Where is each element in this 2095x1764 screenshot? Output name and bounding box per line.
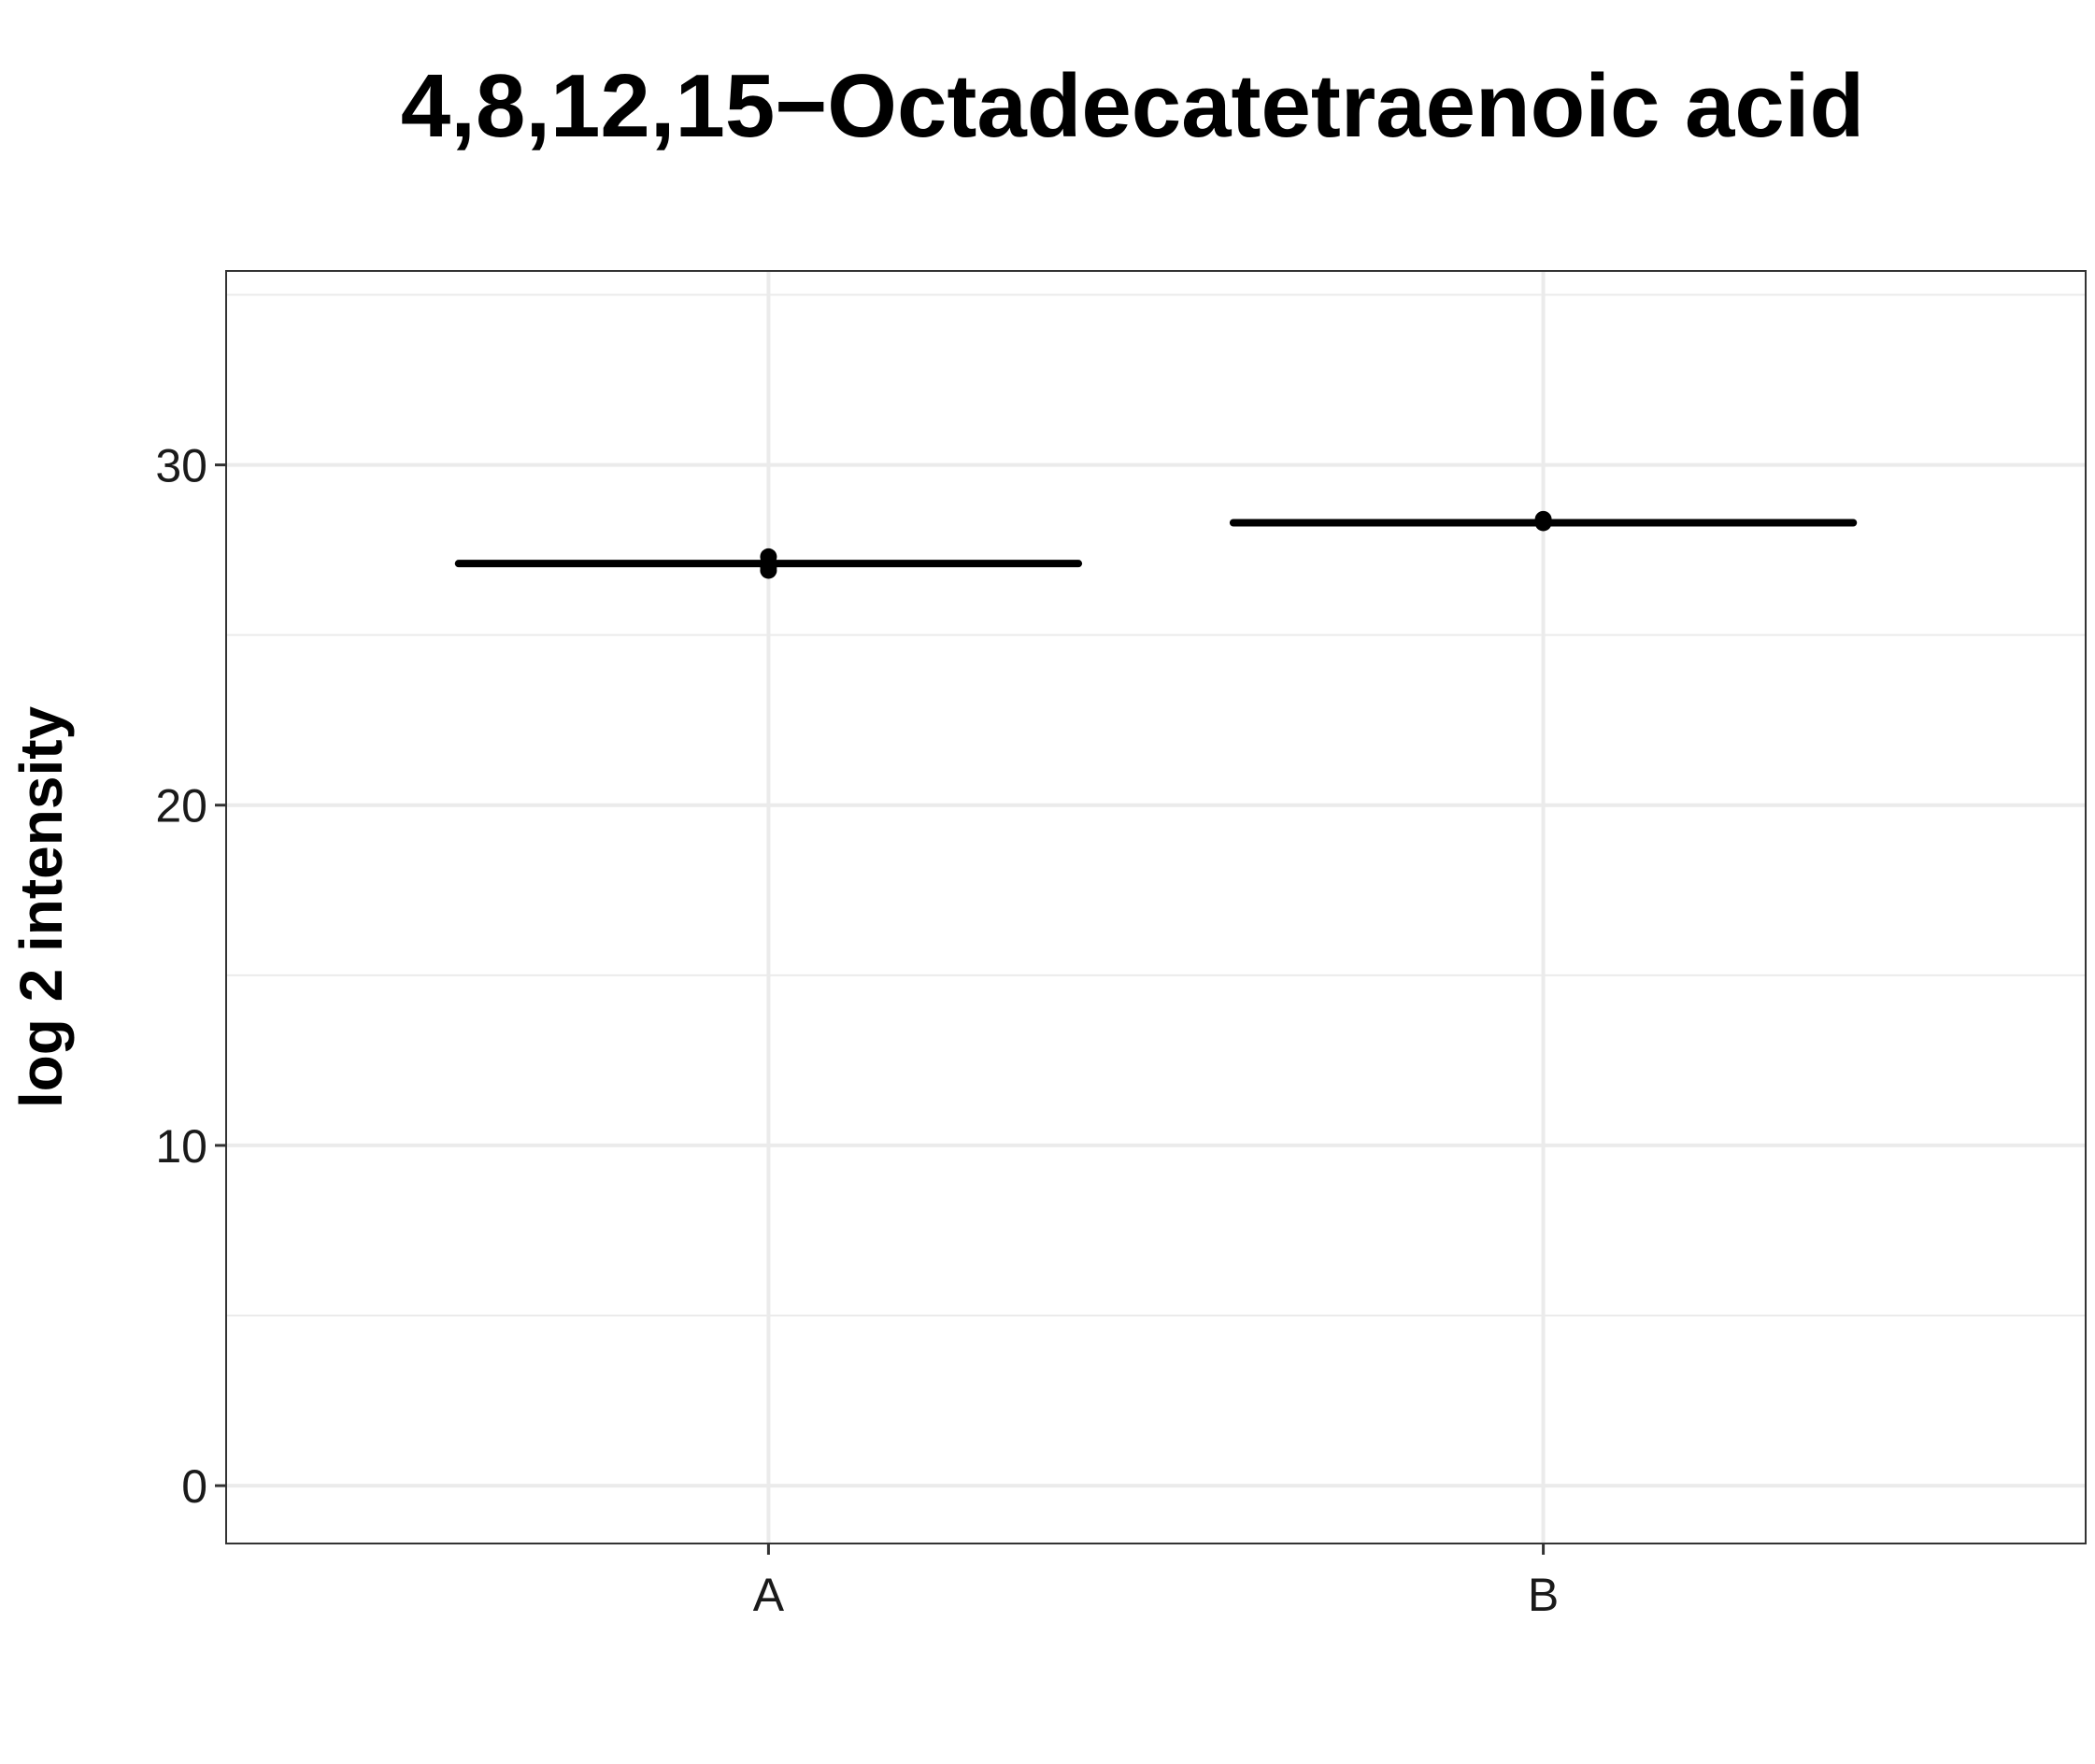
y-tick-label: 0 — [181, 1460, 207, 1513]
x-tick-label: B — [1528, 1569, 1559, 1621]
grid-lines — [226, 271, 2086, 1544]
data-points — [760, 510, 1552, 579]
y-axis: 0 10 20 30 — [155, 440, 226, 1513]
data-point-B — [1534, 514, 1552, 532]
y-tick-label: 10 — [155, 1120, 207, 1173]
panel-border — [225, 270, 2087, 1544]
y-tick-label: 30 — [155, 440, 207, 492]
data-point-A — [760, 562, 777, 579]
plot-panel — [225, 270, 2087, 1544]
panel-background — [226, 271, 2086, 1544]
y-tick-label: 20 — [155, 780, 207, 832]
x-tick-label: A — [753, 1569, 785, 1621]
chart-title: 4,8,12,15−Octadecatetraenoic acid — [401, 56, 1864, 156]
y-axis-label: log 2 intensity — [7, 705, 75, 1108]
